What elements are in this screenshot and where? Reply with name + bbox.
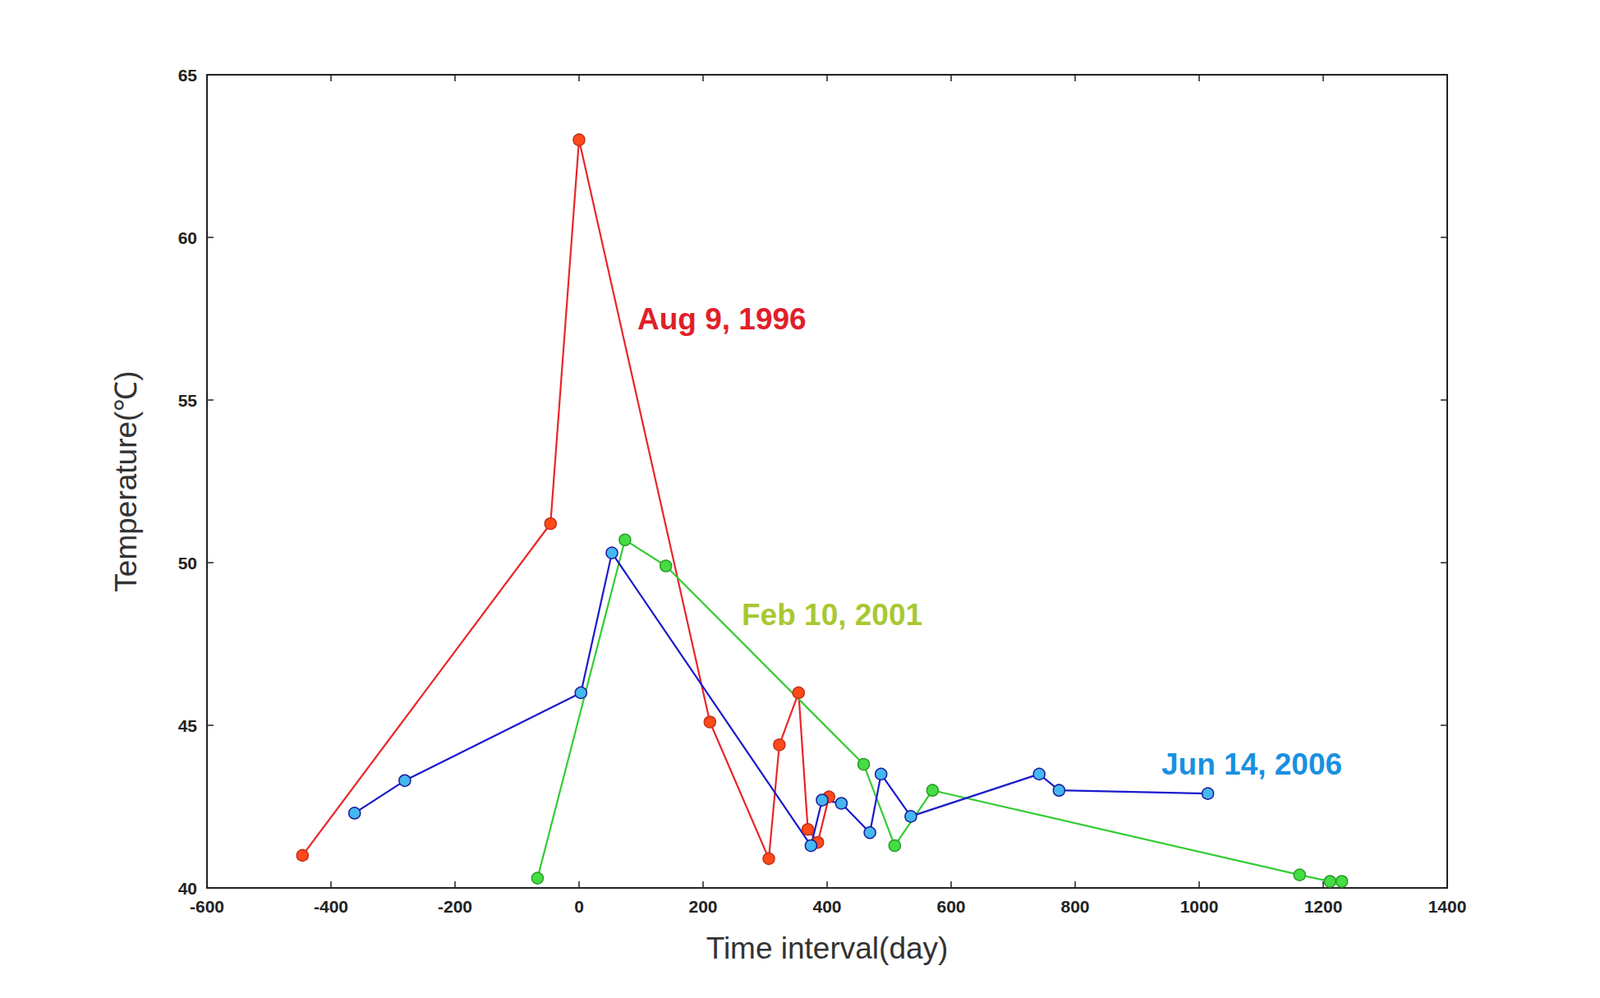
svg-text:55: 55 xyxy=(178,390,198,410)
svg-text:0: 0 xyxy=(574,896,584,916)
svg-text:60: 60 xyxy=(178,228,198,248)
svg-text:800: 800 xyxy=(1060,896,1090,916)
svg-text:1400: 1400 xyxy=(1428,896,1467,916)
svg-text:200: 200 xyxy=(688,896,718,916)
svg-text:45: 45 xyxy=(178,716,198,736)
svg-text:1000: 1000 xyxy=(1180,896,1219,916)
svg-text:Feb 10, 2001: Feb 10, 2001 xyxy=(741,597,923,632)
svg-text:50: 50 xyxy=(178,553,198,573)
svg-text:400: 400 xyxy=(812,896,842,916)
svg-text:Time interval(day): Time interval(day) xyxy=(706,931,949,966)
svg-text:65: 65 xyxy=(178,65,198,85)
svg-text:-200: -200 xyxy=(437,896,473,916)
svg-text:Temperature(℃): Temperature(℃) xyxy=(109,370,143,592)
svg-text:600: 600 xyxy=(936,896,966,916)
svg-text:1200: 1200 xyxy=(1304,896,1343,916)
svg-text:-400: -400 xyxy=(313,896,349,916)
svg-text:40: 40 xyxy=(178,878,198,898)
svg-text:-600: -600 xyxy=(189,896,225,916)
svg-text:Aug 9, 1996: Aug 9, 1996 xyxy=(637,302,807,336)
svg-text:Jun 14, 2006: Jun 14, 2006 xyxy=(1161,747,1343,782)
